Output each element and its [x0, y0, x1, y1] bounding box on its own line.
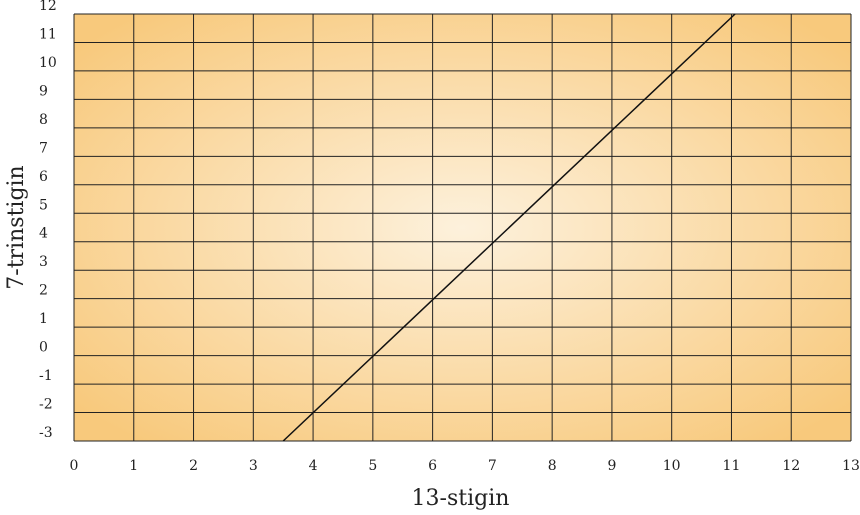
y-tick-label: 1 — [39, 311, 48, 327]
x-tick-label: 1 — [129, 458, 138, 474]
x-tick-label: 9 — [607, 458, 616, 474]
x-tick-label: 7 — [488, 458, 497, 474]
x-tick-label: 13 — [842, 458, 860, 474]
y-tick-label: -1 — [39, 368, 53, 384]
x-axis-title: 13-stigin — [412, 486, 510, 511]
grid — [73, 13, 852, 442]
y-tick-label: 12 — [39, 0, 57, 14]
y-tick-label: 6 — [39, 169, 48, 185]
y-axis-title: 7-trinstigin — [4, 165, 29, 289]
plot-background — [74, 14, 851, 441]
x-tick-label: 2 — [189, 458, 198, 474]
series-line — [282, 13, 736, 442]
x-tick-label: 10 — [663, 458, 681, 474]
y-tick-label: 11 — [39, 26, 57, 42]
x-tick-label: 6 — [428, 458, 437, 474]
y-tick-label: -3 — [39, 425, 53, 441]
x-tick-labels: 0 1 2 3 4 5 6 7 8 9 10 11 12 13 — [70, 458, 860, 474]
y-tick-label: 7 — [39, 140, 48, 156]
x-tick-label: 11 — [723, 458, 741, 474]
x-tick-label: 8 — [548, 458, 557, 474]
y-tick-label: 3 — [39, 254, 48, 270]
y-tick-label: 10 — [39, 55, 57, 71]
y-tick-label: 8 — [39, 112, 48, 128]
y-tick-label: 9 — [39, 83, 48, 99]
y-tick-label: 5 — [39, 197, 48, 213]
x-tick-label: 0 — [70, 458, 79, 474]
y-tick-label: 2 — [39, 283, 48, 299]
y-tick-label: 0 — [39, 340, 48, 356]
y-tick-label: -2 — [39, 397, 53, 413]
series-group — [282, 13, 736, 442]
x-tick-label: 5 — [368, 458, 377, 474]
x-tick-label: 3 — [249, 458, 258, 474]
x-tick-label: 12 — [782, 458, 800, 474]
x-tick-label: 4 — [309, 458, 318, 474]
y-tick-label: 4 — [39, 226, 48, 242]
